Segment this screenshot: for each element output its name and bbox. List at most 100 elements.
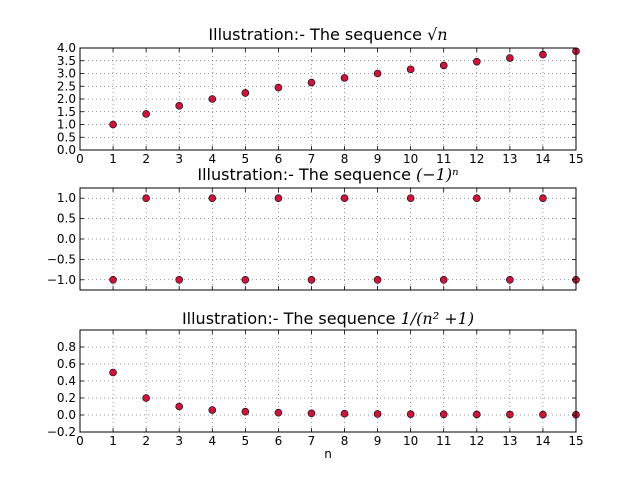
subplot-2-ytick-label: 1.0 bbox=[57, 191, 76, 205]
subplot-1-ytick-label: 3.0 bbox=[57, 67, 76, 81]
subplot-2-data-point bbox=[472, 194, 481, 202]
subplot-1-xtick-label: 8 bbox=[341, 152, 349, 166]
subplot-2-data-point bbox=[406, 194, 415, 202]
subplot-1-xtick-label: 14 bbox=[535, 152, 550, 166]
subplot-1-data-point bbox=[241, 89, 250, 97]
subplot-1-xtick-label: 15 bbox=[568, 152, 583, 166]
subplot-2-data-point bbox=[208, 194, 217, 202]
subplot-1-ytick-label: 0.0 bbox=[57, 143, 76, 157]
subplot-3-xtick-label: 4 bbox=[208, 434, 216, 448]
subplot-1-data-point bbox=[373, 69, 382, 78]
subplot-1-data-point bbox=[307, 78, 316, 87]
subplot-1-xtick-label: 7 bbox=[308, 152, 316, 166]
subplot-3-xtick-label: 7 bbox=[308, 434, 316, 448]
subplot-1-data-point bbox=[109, 120, 117, 129]
subplot-3: Illustration:- The sequence 1/(n² +1) 0 1… bbox=[47, 309, 584, 461]
subplot-3-xtick-label: 1 bbox=[109, 434, 117, 448]
subplot-3-frame bbox=[79, 329, 577, 433]
subplot-2-data-point bbox=[274, 194, 283, 202]
subplot-2-ytick-label: −1.0 bbox=[47, 273, 76, 287]
subplot-3-data-point bbox=[307, 409, 316, 418]
subplot-3-xlabel: n bbox=[324, 447, 332, 461]
subplot-1-xtick-label: 0 bbox=[76, 152, 84, 166]
subplot-3-data-point bbox=[142, 394, 150, 402]
subplot-3-ytick-label: 0.6 bbox=[57, 357, 76, 371]
subplot-2-data-point bbox=[307, 275, 316, 284]
subplot-1-data-point bbox=[274, 83, 283, 92]
subplot-1-data-point bbox=[340, 74, 349, 82]
subplot-1-xtick-label: 2 bbox=[142, 152, 150, 166]
subplot-2-frame bbox=[79, 187, 577, 291]
subplot-3-xtick-label: 3 bbox=[175, 434, 183, 448]
subplot-2-data-point bbox=[241, 275, 250, 284]
subplot-2-ytick-label: 0.0 bbox=[57, 232, 76, 246]
subplot-3-xtick-label: 14 bbox=[535, 434, 550, 448]
subplot-3-markers bbox=[109, 368, 580, 419]
subplot-1-ytick-label: 2.5 bbox=[57, 79, 76, 93]
subplot-1-data-point bbox=[175, 102, 183, 110]
subplot-2-data-point bbox=[340, 194, 349, 202]
subplot-1-ytick-label: 3.5 bbox=[57, 54, 76, 68]
subplot-1-xtick-label: 1 bbox=[109, 152, 117, 166]
subplot-3-ytick-label: 0.8 bbox=[57, 340, 76, 354]
subplot-1-data-point bbox=[472, 57, 481, 66]
subplot-1-xtick-label: 13 bbox=[502, 152, 517, 166]
subplot-1-ytick-label: 4.0 bbox=[57, 41, 76, 55]
subplot-1-title: Illustration:- The sequence √n bbox=[208, 25, 447, 44]
subplot-1-xtick-label: 9 bbox=[374, 152, 382, 166]
subplot-1-frame bbox=[79, 47, 577, 151]
subplot-3-title: Illustration:- The sequence 1/(n² +1) bbox=[182, 309, 474, 328]
subplot-1-xtick-label: 6 bbox=[275, 152, 283, 166]
subplot-3-data-point bbox=[274, 408, 283, 417]
subplot-1-xtick-label: 4 bbox=[208, 152, 216, 166]
subplot-3-data-point bbox=[506, 410, 514, 419]
subplot-2: Illustration:- The sequence (−1)ⁿ −1.0 −0… bbox=[47, 165, 580, 291]
subplot-1-xtick-label: 3 bbox=[175, 152, 183, 166]
subplot-2-data-point bbox=[373, 275, 382, 284]
subplot-3-ytick-label: 0.4 bbox=[57, 374, 76, 388]
subplot-3-xtick-label: 2 bbox=[142, 434, 150, 448]
subplot-3-xtick-label: 11 bbox=[436, 434, 451, 448]
subplot-1-xtick-label: 11 bbox=[436, 152, 451, 166]
subplot-2-markers bbox=[109, 194, 580, 284]
subplot-3-ytick-label: 0.2 bbox=[57, 391, 76, 405]
subplot-2-data-point bbox=[506, 275, 514, 284]
subplot-2-grid bbox=[80, 188, 576, 290]
subplot-1-xtick-label: 5 bbox=[242, 152, 250, 166]
subplot-1-data-point bbox=[142, 110, 150, 118]
subplot-3-xtick-label: 13 bbox=[502, 434, 517, 448]
subplot-1-data-point bbox=[506, 54, 514, 62]
subplot-2-data-point bbox=[175, 275, 183, 284]
subplot-1-ytick-label: 1.5 bbox=[57, 105, 76, 119]
subplot-3-data-point bbox=[373, 410, 382, 418]
subplot-3-data-point bbox=[109, 368, 117, 377]
subplot-3-data-point bbox=[241, 407, 250, 416]
subplot-3-data-point bbox=[340, 409, 349, 418]
subplot-2-data-point bbox=[439, 275, 448, 284]
subplot-2-data-point bbox=[109, 275, 117, 284]
subplot-1-ytick-label: 1.0 bbox=[57, 118, 76, 132]
subplot-3-xtick-label: 12 bbox=[469, 434, 484, 448]
subplot-3-data-point bbox=[439, 410, 448, 419]
subplot-1-xtick-label: 12 bbox=[469, 152, 484, 166]
subplot-2-title: Illustration:- The sequence (−1)ⁿ bbox=[197, 165, 458, 184]
subplot-1-data-point bbox=[539, 50, 547, 59]
subplot-3-ticks: 0 1 2 3 4 5 6 7 8 9 10 11 12 13 14 15−0.20.00.20.40.60.… bbox=[47, 330, 584, 448]
subplot-1-ytick-label: 2.0 bbox=[57, 92, 76, 106]
subplot-3-xtick-label: 8 bbox=[341, 434, 349, 448]
subplot-3-ytick-label: 0.0 bbox=[57, 408, 76, 422]
subplot-3-xtick-label: 10 bbox=[403, 434, 418, 448]
subplot-1-data-point bbox=[439, 61, 448, 70]
subplot-3-data-point bbox=[208, 406, 217, 414]
subplot-3-data-point bbox=[472, 410, 481, 419]
subplot-1-data-point bbox=[406, 65, 415, 74]
subplot-2-ticks: −1.0 −0.5 0.0 0.5 1.0 bbox=[47, 188, 577, 290]
subplot-3-xtick-label: 5 bbox=[242, 434, 250, 448]
subplot-1-ticks: 0 1 2 3 4 5 6 7 8 9 10 11 12 13 14 150.00.51.01.52.02.5… bbox=[57, 41, 584, 166]
subplot-1-xtick-label: 10 bbox=[403, 152, 418, 166]
subplot-3-xtick-label: 15 bbox=[568, 434, 583, 448]
subplot-3-xtick-label: 9 bbox=[374, 434, 382, 448]
subplot-2-ytick-label: −0.5 bbox=[47, 252, 76, 266]
